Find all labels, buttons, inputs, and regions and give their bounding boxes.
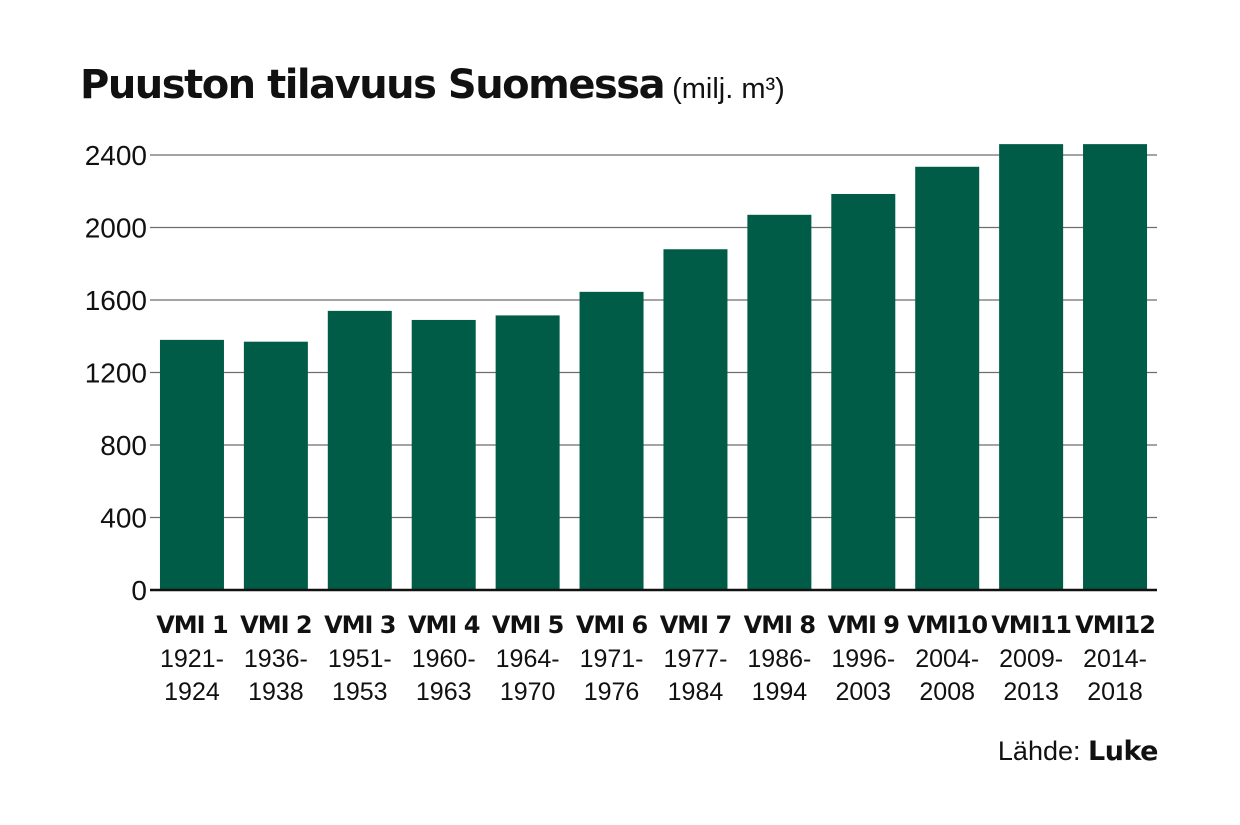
- x-period-end-label: 1970: [500, 678, 556, 706]
- x-period-end-label: 1984: [668, 678, 724, 706]
- x-category-label: VMI 2: [240, 611, 311, 639]
- y-tick-label: 2400: [85, 140, 147, 171]
- x-period-end-label: 1976: [584, 678, 640, 706]
- x-category-label: VMI10: [907, 611, 987, 639]
- x-period-start-label: 2009-: [999, 645, 1063, 673]
- y-tick-label: 1200: [85, 358, 147, 389]
- bar: [243, 341, 308, 590]
- bar: [495, 315, 560, 590]
- x-category-label: VMI 6: [576, 611, 648, 639]
- y-tick-label: 400: [100, 503, 147, 534]
- x-period-end-label: 2008: [919, 678, 975, 706]
- bar: [1083, 144, 1148, 590]
- x-period-end-label: 2018: [1087, 678, 1143, 706]
- chart-title-row: Puuston tilavuus Suomessa (milj. m³): [80, 62, 785, 108]
- x-category-label: VMI11: [991, 611, 1071, 639]
- x-category-label: VMI 4: [408, 611, 480, 639]
- x-category-label: VMI 3: [324, 611, 395, 639]
- x-period-start-label: 1960-: [412, 645, 476, 673]
- bar: [159, 339, 224, 590]
- x-period-start-label: 2014-: [1083, 645, 1147, 673]
- x-period-start-label: 2004-: [915, 645, 979, 673]
- x-period-start-label: 1986-: [747, 645, 811, 673]
- x-period-start-label: 1971-: [580, 645, 644, 673]
- x-period-start-label: 1964-: [496, 645, 560, 673]
- x-period-start-label: 1996-: [831, 645, 895, 673]
- source-name: Luke: [1088, 736, 1158, 767]
- x-period-start-label: 1936-: [244, 645, 308, 673]
- x-period-end-label: 1924: [164, 678, 220, 706]
- x-period-end-label: 2013: [1003, 678, 1059, 706]
- bar: [579, 291, 644, 590]
- y-tick-label: 800: [100, 430, 147, 461]
- x-period-end-label: 1938: [248, 678, 304, 706]
- bar: [411, 319, 476, 590]
- x-category-label: VMI 1: [156, 611, 228, 639]
- chart-title: Puuston tilavuus Suomessa: [80, 62, 666, 108]
- x-period-start-label: 1951-: [328, 645, 392, 673]
- x-period-end-label: 1994: [752, 678, 808, 706]
- bar: [327, 310, 392, 590]
- x-period-end-label: 1963: [416, 678, 472, 706]
- x-category-label: VMI 8: [744, 611, 816, 639]
- x-category-label: VMI12: [1075, 611, 1155, 639]
- y-tick-label: 1600: [85, 285, 147, 316]
- x-period-start-label: 1977-: [663, 645, 727, 673]
- bar: [999, 144, 1064, 590]
- y-tick-label: 2000: [85, 213, 147, 244]
- x-category-label: VMI 5: [492, 611, 564, 639]
- bar: [747, 214, 812, 590]
- x-category-label: VMI 7: [660, 611, 731, 639]
- x-period-end-label: 1953: [332, 678, 388, 706]
- x-period-end-label: 2003: [835, 678, 891, 706]
- y-tick-label: 0: [131, 575, 147, 606]
- bar: [663, 249, 728, 590]
- source-prefix: Lähde:: [997, 736, 1081, 766]
- source-note: Lähde: Luke: [997, 736, 1159, 767]
- bar: [831, 193, 896, 590]
- bar: [915, 166, 980, 590]
- chart-unit: (milj. m³): [672, 73, 785, 105]
- x-period-start-label: 1921-: [160, 645, 224, 673]
- x-category-label: VMI 9: [828, 611, 900, 639]
